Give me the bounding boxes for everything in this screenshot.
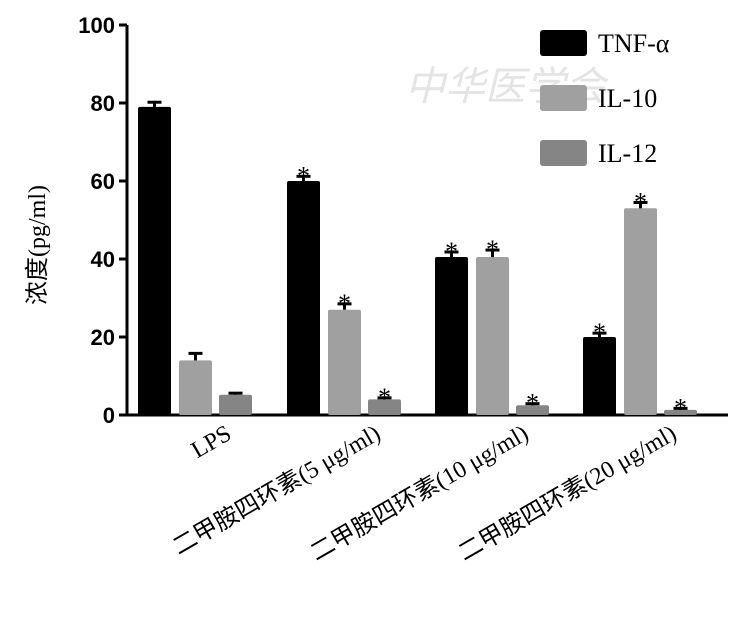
bar-il-12 <box>664 409 697 415</box>
y-tick-label: 80 <box>91 91 115 116</box>
y-tick-label: 40 <box>91 247 115 272</box>
significance-marker: * <box>486 235 499 264</box>
legend-label: TNF-α <box>598 29 670 58</box>
significance-marker: * <box>526 389 539 418</box>
y-tick-label: 0 <box>103 403 115 428</box>
bar-tnf-α <box>287 181 320 415</box>
bar-il-12 <box>368 399 401 415</box>
significance-marker: * <box>593 318 606 347</box>
significance-marker: * <box>445 237 458 266</box>
bar-il-12 <box>516 405 549 415</box>
y-tick-label: 60 <box>91 169 115 194</box>
bar-tnf-α <box>435 257 468 415</box>
bar-tnf-α <box>583 337 616 415</box>
bar-il-10 <box>328 309 361 415</box>
legend-swatch <box>540 140 587 166</box>
bar-tnf-α <box>138 106 171 416</box>
legend-swatch <box>540 85 587 111</box>
x-tick-label: LPS <box>187 421 236 464</box>
significance-marker: * <box>674 393 687 422</box>
significance-marker: * <box>338 289 351 318</box>
legend-swatch <box>540 30 587 56</box>
significance-marker: * <box>297 161 310 190</box>
bar-il-12 <box>219 394 252 415</box>
legend-label: IL-12 <box>598 139 657 168</box>
bar-il-10 <box>476 257 509 415</box>
y-tick-label: 100 <box>78 13 115 38</box>
bar-il-10 <box>179 360 212 415</box>
bar-il-10 <box>624 208 657 415</box>
y-tick-label: 20 <box>91 325 115 350</box>
significance-marker: * <box>378 383 391 412</box>
y-axis-label: 浓度(pg/ml) <box>24 185 51 305</box>
legend-label: IL-10 <box>598 84 657 113</box>
significance-marker: * <box>634 187 647 216</box>
